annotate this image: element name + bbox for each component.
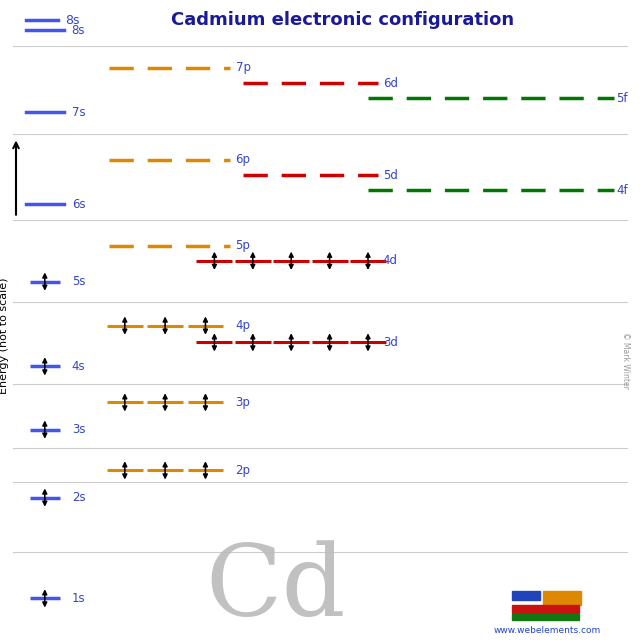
- Text: 5s: 5s: [72, 275, 85, 288]
- Text: 8s: 8s: [65, 13, 80, 26]
- Text: 5p: 5p: [236, 239, 250, 252]
- Text: 5d: 5d: [383, 169, 397, 182]
- Bar: [543, 591, 581, 605]
- Text: Cadmium electronic configuration: Cadmium electronic configuration: [171, 11, 514, 29]
- Text: 6p: 6p: [236, 154, 250, 166]
- Text: 4d: 4d: [383, 254, 397, 268]
- Bar: [512, 591, 540, 600]
- Text: 3d: 3d: [383, 336, 397, 349]
- Text: Cd: Cd: [205, 541, 346, 637]
- Bar: [512, 614, 579, 620]
- Text: 7p: 7p: [236, 61, 250, 74]
- Text: 8s: 8s: [72, 24, 85, 37]
- Text: www.webelements.com: www.webelements.com: [493, 627, 601, 636]
- Text: 2p: 2p: [236, 464, 250, 477]
- Text: 4f: 4f: [616, 184, 628, 197]
- Text: 1s: 1s: [72, 592, 85, 605]
- Text: 6d: 6d: [383, 77, 397, 90]
- Text: 2s: 2s: [72, 491, 85, 504]
- Text: 4s: 4s: [72, 360, 85, 373]
- Text: 6s: 6s: [72, 198, 85, 211]
- Text: Energy (not to scale): Energy (not to scale): [0, 278, 10, 394]
- Text: 3s: 3s: [72, 423, 85, 436]
- Bar: [512, 605, 579, 613]
- Text: 3p: 3p: [236, 396, 250, 409]
- Text: © Mark Winter: © Mark Winter: [621, 332, 630, 388]
- Text: 7s: 7s: [72, 106, 85, 118]
- Text: 5f: 5f: [616, 92, 628, 105]
- Text: 4p: 4p: [236, 319, 250, 332]
